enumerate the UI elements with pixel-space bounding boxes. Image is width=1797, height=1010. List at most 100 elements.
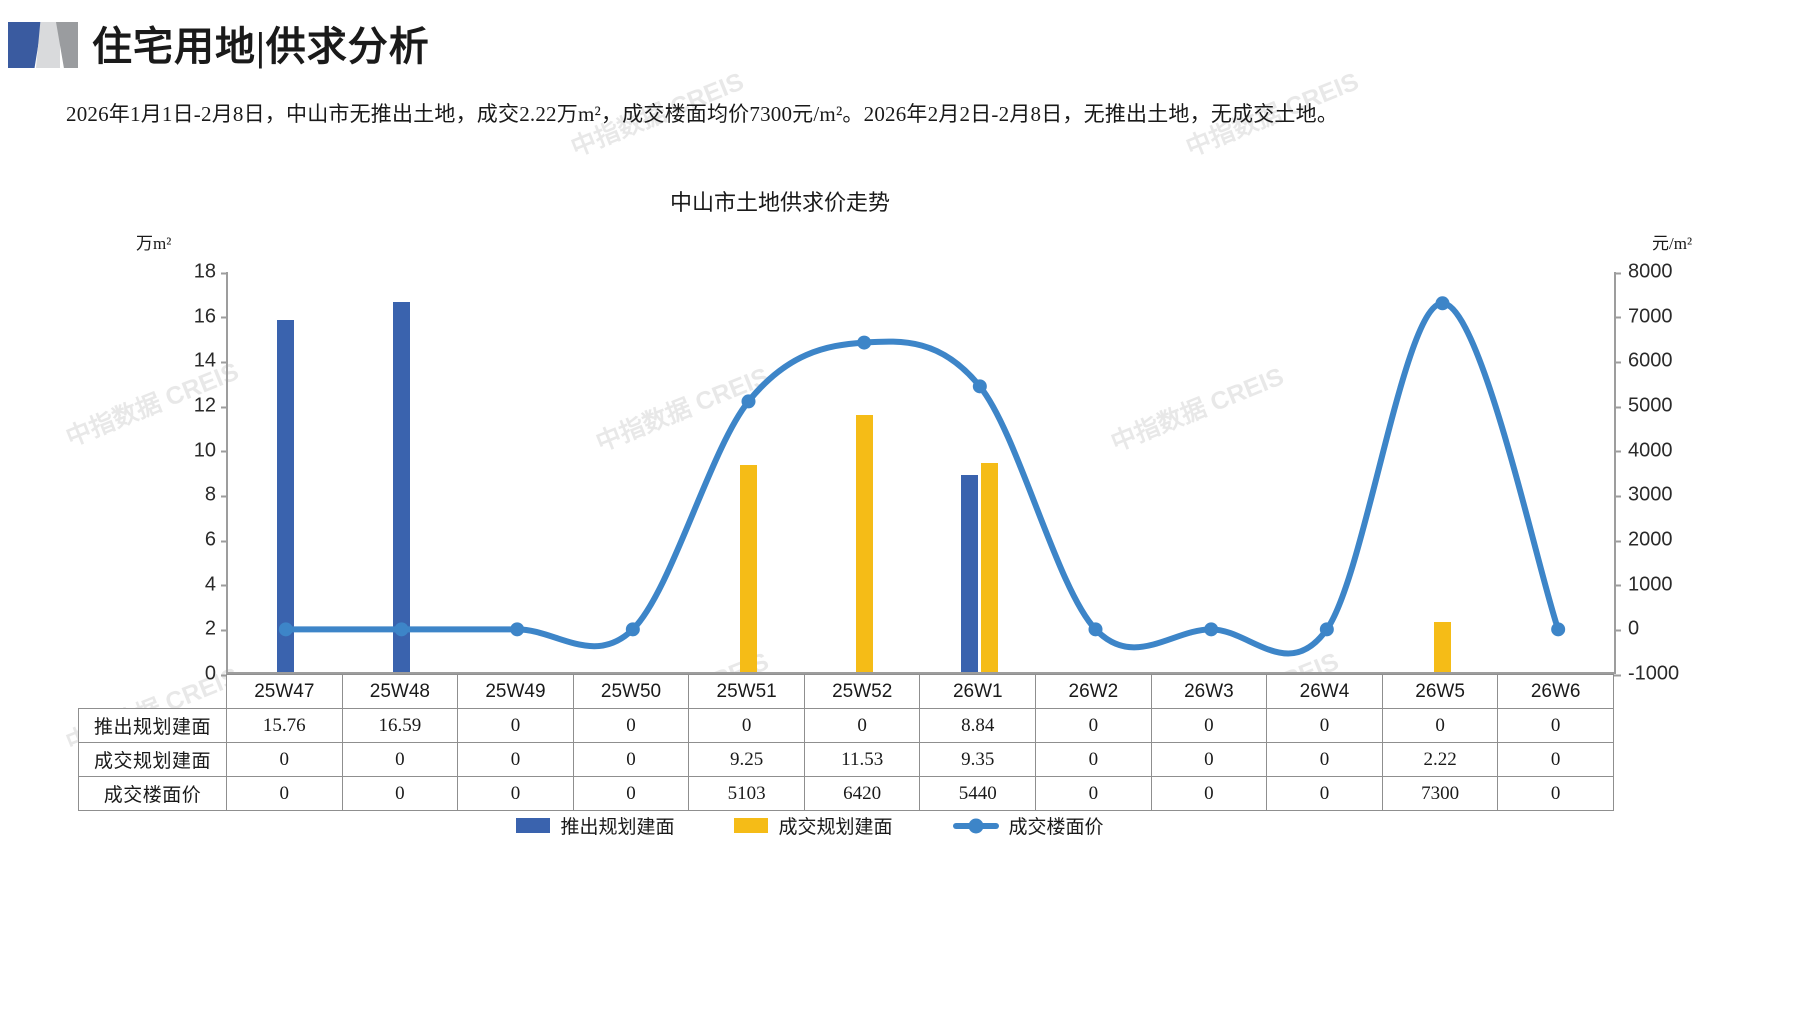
table-corner-cell xyxy=(79,675,227,709)
right-axis-tick-label: 1000 xyxy=(1614,573,1673,596)
table-column-header: 26W6 xyxy=(1497,674,1614,709)
table-column-header: 25W49 xyxy=(457,674,574,709)
legend-item-label: 成交规划建面 xyxy=(778,817,893,838)
table-cell: 0 xyxy=(1035,776,1152,811)
bar-deal xyxy=(855,414,873,672)
legend-item[interactable]: 推出规划建面 xyxy=(516,812,674,839)
table-cell: 0 xyxy=(341,776,459,811)
table-cell: 0 xyxy=(341,742,459,777)
table-column-header: 26W2 xyxy=(1035,674,1152,709)
chart-data-table: 25W47 25W48 25W49 25W50 25W51 25W52 26W1 26W2 26… xyxy=(78,674,1614,811)
left-axis-tick-label: 8 xyxy=(205,484,228,507)
table-cell: 0 xyxy=(1266,776,1383,811)
table-cell: 0 xyxy=(1266,742,1383,777)
chart-title: 中山市土地供求价走势 xyxy=(669,190,890,215)
table-cell: 8.84 xyxy=(919,708,1037,743)
table-cell: 0 xyxy=(572,742,690,777)
right-axis-tick-label: -1000 xyxy=(1614,663,1679,686)
page-header: 住宅用地|供求分析 xyxy=(0,14,1797,76)
right-axis-tick-label: 5000 xyxy=(1614,395,1673,418)
table-cell: 0 xyxy=(1266,708,1383,743)
table-column-header: 25W48 xyxy=(341,674,459,709)
table-cell: 0 xyxy=(226,776,343,811)
table-cell: 0 xyxy=(803,708,921,743)
right-axis-tick-label: 4000 xyxy=(1614,439,1673,462)
chart-plot-inner xyxy=(228,272,1614,672)
left-axis-tick-label: 2 xyxy=(205,618,228,641)
table-row: 推出规划建面 15.76 16.59 0 0 0 0 8.84 0 0 0 0 0 xyxy=(78,708,1614,743)
summary-text: 2026年1月1日-2月8日，中山市无推出土地，成交2.22万m²，成交楼面均价… xyxy=(66,102,1339,126)
table-cell: 0 xyxy=(226,742,343,777)
left-axis-tick-label: 0 xyxy=(205,663,228,686)
table-cell: 0 xyxy=(1497,708,1614,743)
bar-deal xyxy=(981,463,999,672)
table-column-header: 26W1 xyxy=(919,674,1037,709)
table-cell: 0 xyxy=(1381,708,1499,743)
table-column-header: 25W47 xyxy=(226,674,343,709)
bar-supply xyxy=(277,320,295,672)
left-axis-tick-label: 14 xyxy=(194,350,228,373)
table-row-label: 成交楼面价 xyxy=(78,776,227,811)
table-cell: 0 xyxy=(457,708,574,743)
table-cell: 7300 xyxy=(1381,776,1499,811)
table-cell: 0 xyxy=(1150,776,1268,811)
right-axis-tick-label: 3000 xyxy=(1614,484,1673,507)
table-cell: 0 xyxy=(1035,742,1152,777)
table-cell: 16.59 xyxy=(341,708,459,743)
table-cell: 0 xyxy=(457,742,574,777)
table-column-header: 26W3 xyxy=(1150,674,1268,709)
left-axis-unit-label: 万m² xyxy=(136,234,172,253)
chart-legend: 推出规划建面 成交规划建面 成交楼面价 xyxy=(0,812,1620,839)
table-cell: 5440 xyxy=(919,776,1037,811)
table-column-header: 25W51 xyxy=(688,674,805,709)
table-cell: 2.22 xyxy=(1381,742,1499,777)
right-axis-tick-label: 2000 xyxy=(1614,529,1673,552)
chart-plot-area: 18 16 14 12 10 8 6 4 2 0 xyxy=(194,261,1614,685)
bar-supply xyxy=(393,301,410,672)
table-header-row: 25W47 25W48 25W49 25W50 25W51 25W52 26W1 26W2 26… xyxy=(79,674,1614,709)
right-axis-tick-label: 6000 xyxy=(1614,350,1673,373)
table-cell: 11.53 xyxy=(803,742,921,777)
left-axis-tick-label: 16 xyxy=(194,305,228,328)
left-axis-tick-label: 10 xyxy=(194,439,228,462)
table-cell: 0 xyxy=(1035,708,1152,743)
bar-supply xyxy=(961,474,979,672)
left-axis-tick-label: 6 xyxy=(205,529,228,552)
right-axis-tick-label: 7000 xyxy=(1614,305,1673,328)
legend-item-label: 推出规划建面 xyxy=(560,817,675,838)
table-cell: 0 xyxy=(1497,742,1614,777)
table-row: 成交楼面价 0 0 0 0 5103 6420 5440 0 0 0 7300 0 xyxy=(78,776,1614,811)
legend-item-label: 成交楼面价 xyxy=(1008,817,1104,838)
table-cell: 0 xyxy=(1497,776,1614,811)
right-axis-unit-label: 元/m² xyxy=(1652,234,1693,253)
table-column-header: 25W50 xyxy=(572,674,690,709)
left-axis-tick-label: 12 xyxy=(194,395,228,418)
line-marker-swatch-icon xyxy=(952,822,999,829)
table-cell: 0 xyxy=(457,776,574,811)
table-row-label: 推出规划建面 xyxy=(78,708,227,743)
bar-deal xyxy=(740,465,757,672)
right-axis-tick-label: 8000 xyxy=(1614,261,1673,284)
table-cell: 9.35 xyxy=(919,742,1037,777)
brand-logo-icon xyxy=(8,22,78,68)
bar-swatch-icon xyxy=(516,818,551,833)
table-cell: 6420 xyxy=(803,776,921,811)
table-cell: 0 xyxy=(572,708,690,743)
table-cell: 15.76 xyxy=(226,708,343,743)
legend-item[interactable]: 成交楼面价 xyxy=(952,812,1104,839)
table-cell: 0 xyxy=(1150,708,1268,743)
data-table: 25W47 25W48 25W49 25W50 25W51 25W52 26W1 26W2 26… xyxy=(78,674,1614,811)
bar-swatch-icon xyxy=(734,818,769,833)
table-cell: 0 xyxy=(572,776,690,811)
right-axis-tick-label: 0 xyxy=(1614,618,1639,641)
table-cell: 5103 xyxy=(688,776,805,811)
table-cell: 0 xyxy=(688,708,805,743)
table-cell: 0 xyxy=(1150,742,1268,777)
legend-item[interactable]: 成交规划建面 xyxy=(734,812,893,839)
left-axis-tick-label: 4 xyxy=(205,573,228,596)
bar-deal xyxy=(1434,622,1451,672)
table-column-header: 25W52 xyxy=(803,674,921,709)
table-row-label: 成交规划建面 xyxy=(78,742,227,777)
page-title: 住宅用地|供求分析 xyxy=(92,24,430,69)
